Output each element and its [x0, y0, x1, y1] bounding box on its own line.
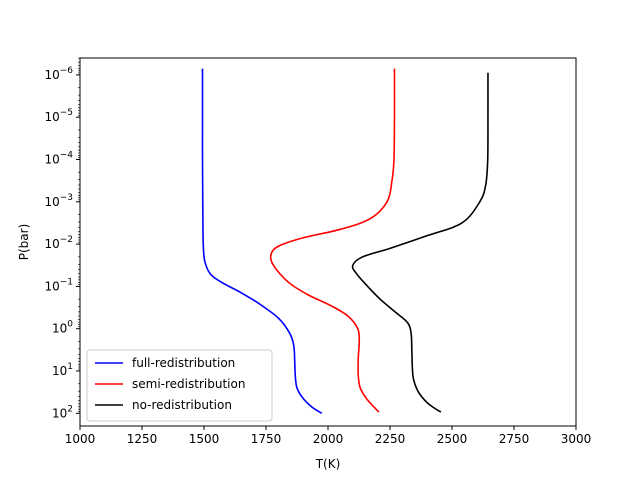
x-axis-label: T(K) — [315, 457, 341, 471]
legend-label: semi-redistribution — [132, 377, 245, 391]
x-tick-label: 1250 — [127, 432, 158, 446]
x-tick-label: 2500 — [437, 432, 468, 446]
legend: full-redistribution semi-redistribution no… — [86, 349, 273, 422]
y-tick-label: 10−1 — [44, 277, 73, 293]
y-tick-label: 10−4 — [44, 151, 73, 167]
y-axis-label: P(bar) — [17, 224, 31, 261]
x-axis: 1000 1250 1500 1750 2000 2250 2500 2750 3000 — [65, 426, 592, 446]
y-axis: 102 101 100 10−1 10−2 10−3 10−4 10−5 10−6 — [44, 57, 80, 420]
y-tick-label: 10−3 — [44, 193, 73, 209]
series-line-semi-redistribution — [269, 68, 396, 413]
x-tick-label: 1000 — [65, 432, 96, 446]
series-line-no-redistribution — [351, 72, 489, 413]
legend-box — [86, 349, 273, 422]
x-tick-label: 1750 — [251, 432, 282, 446]
y-tick-label: 101 — [52, 362, 73, 378]
y-tick-label: 102 — [52, 404, 73, 420]
legend-label: no-redistribution — [132, 398, 232, 412]
y-tick-label: 10−5 — [44, 108, 73, 124]
x-tick-label: 3000 — [561, 432, 592, 446]
x-tick-label: 2250 — [375, 432, 406, 446]
x-tick-label: 2750 — [499, 432, 530, 446]
x-tick-label: 2000 — [313, 432, 344, 446]
y-tick-label: 100 — [52, 320, 73, 336]
series-line-full-redistribution — [201, 68, 323, 414]
y-tick-label: 10−6 — [44, 66, 73, 82]
legend-label: full-redistribution — [132, 356, 235, 370]
y-tick-label: 10−2 — [44, 235, 73, 251]
x-tick-label: 1500 — [189, 432, 220, 446]
plot-lines — [201, 68, 489, 414]
